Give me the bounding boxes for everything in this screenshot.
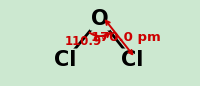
Text: 170.0 pm: 170.0 pm: [91, 31, 161, 44]
Text: 110.9°: 110.9°: [64, 35, 107, 48]
Text: Cl: Cl: [54, 50, 77, 70]
Text: Cl: Cl: [121, 50, 144, 70]
Text: O: O: [91, 9, 109, 29]
